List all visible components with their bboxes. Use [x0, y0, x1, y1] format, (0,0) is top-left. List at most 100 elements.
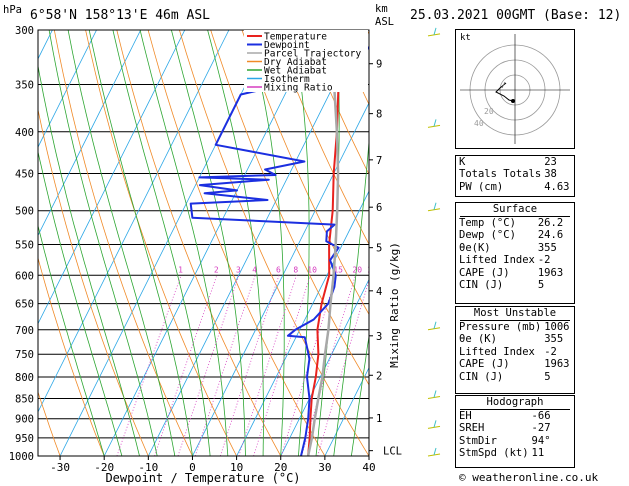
mu-row: θe (K) 355 [456, 333, 574, 345]
forecast-datetime: 25.03.2021 00GMT (Base: 12) [410, 8, 622, 23]
mixing-ratio-label: 2 [214, 265, 219, 274]
isotherm-line [280, 278, 369, 456]
mixing-ratio-line [219, 275, 280, 456]
dry-adiabat-line [179, 30, 369, 456]
wind-barb [427, 119, 441, 128]
dry-adiabat-line [38, 256, 105, 456]
pressure-tick-label: 350 [15, 80, 34, 92]
wind-barb-flag [433, 27, 437, 35]
km-tick-label: 4 [376, 286, 382, 298]
wind-barb [427, 321, 441, 331]
index-label: PW (cm) [459, 180, 504, 193]
dry-adiabat-line [241, 30, 369, 316]
mu-label: Lifted Index [459, 345, 535, 358]
isotherm-line [147, 30, 362, 456]
pressure-tick-label: 300 [15, 25, 34, 37]
hodo-value: 11 [531, 447, 545, 460]
legend-item-label: Mixing Ratio [264, 83, 333, 94]
mu-value: 1006 [544, 321, 570, 333]
mixing-ratio-label: 20 [352, 265, 362, 274]
surface-label: CAPE (J) [459, 266, 510, 279]
hodo-row: EH -66 [456, 410, 574, 422]
hodo-label: SREH [459, 422, 485, 435]
x-tick-label: -10 [138, 461, 158, 474]
mixing-ratio-line [238, 275, 297, 456]
wet-adiabat-line [112, 30, 211, 456]
x-tick-label: -30 [50, 461, 70, 474]
most-unstable-title: Most Unstable [473, 307, 557, 319]
index-value: 4.63 [544, 180, 570, 193]
mixing-ratio-label: 4 [252, 265, 257, 274]
km-tick-label: 7 [376, 155, 382, 167]
isotherm-line [103, 30, 318, 456]
pressure-tick-label: 500 [15, 206, 34, 218]
pressure-unit-label: hPa [3, 4, 22, 16]
pressure-tick-label: 850 [15, 393, 34, 405]
wind-barb-flag [433, 321, 437, 329]
surface-row: Temp (°C) 26.2 [456, 217, 574, 229]
mu-label: θe (K) [459, 333, 497, 346]
dry-adiabat-line [116, 30, 282, 456]
index-value: 38 [544, 168, 557, 181]
hodograph-indices-title: Hodograph [486, 396, 544, 408]
hodo-label: StmDir [459, 434, 497, 447]
surface-row: CAPE (J) 1963 [456, 267, 574, 279]
parcel-trajectory-curve [306, 30, 340, 456]
x-tick-label: 40 [362, 461, 375, 474]
wind-barb [427, 447, 441, 457]
surface-row: θe(K) 355 [456, 242, 574, 254]
mixing-ratio-line [177, 275, 240, 456]
wind-barb [427, 27, 441, 37]
surface-value: 355 [537, 241, 557, 254]
mu-label: Pressure (mb) [459, 321, 542, 333]
km-tick-label: 1 [376, 413, 382, 425]
pressure-tick-label: 450 [15, 168, 34, 180]
dry-adiabat-line [147, 30, 326, 456]
legend-background [244, 30, 368, 92]
index-row-pw: PW (cm) 4.63 [456, 181, 574, 193]
index-row-tt: Totals Totals 38 [456, 168, 574, 180]
dry-adiabat-line [272, 30, 369, 245]
dry-adiabat-line [38, 107, 149, 456]
copyright-notice: © weatheronline.co.uk [459, 471, 599, 484]
mixing-ratio-label: 25 [368, 265, 378, 274]
hodo-row: StmSpd (kt) 11 [456, 447, 574, 459]
hodograph-storm-marker [511, 99, 515, 103]
legend-item-label: Dewpoint [264, 40, 310, 51]
wet-adiabat-line [48, 30, 158, 456]
km-tick-label: 9 [376, 59, 382, 71]
hodograph-unit: kt [460, 33, 471, 43]
hodo-label: EH [459, 410, 472, 422]
wet-adiabat-line [292, 30, 310, 456]
index-label: K [459, 156, 466, 168]
surface-label: Lifted Index [459, 254, 535, 267]
km-tick-label: 5 [376, 243, 382, 255]
dry-adiabat-line [586, 30, 629, 456]
isotherm-line [0, 30, 8, 456]
x-axis-label: Dewpoint / Temperature (°C) [105, 471, 300, 485]
isotherm-line [324, 366, 369, 456]
wind-barb-flag [433, 202, 437, 210]
x-tick-label: -20 [94, 461, 114, 474]
km-tick-label: 3 [376, 331, 382, 343]
asl-unit-label: ASL [375, 16, 394, 28]
mu-label: CAPE (J) [459, 358, 510, 371]
pressure-tick-label: 800 [15, 372, 34, 384]
legend-item-label: Parcel Trajectory [264, 49, 362, 60]
pressure-tick-label: 600 [15, 270, 34, 282]
index-label: Totals Totals [459, 168, 542, 181]
x-tick-label: 20 [274, 461, 287, 474]
legend-item-label: Temperature [264, 32, 327, 43]
dry-adiabat-line [38, 390, 61, 456]
wind-barb [427, 390, 441, 399]
hodo-label: StmSpd (kt) [459, 447, 529, 460]
hodograph-ring-label: 20 [484, 107, 494, 116]
surface-label: Dewp (°C) [459, 229, 516, 242]
pressure-tick-label: 950 [15, 433, 34, 445]
mixing-ratio-axis-label: Mixing Ratio (g/kg) [388, 242, 401, 368]
hodo-row: StmDir 94° [456, 435, 574, 447]
surface-row: CIN (J) 5 [456, 279, 574, 291]
surface-value: -2 [537, 254, 551, 267]
